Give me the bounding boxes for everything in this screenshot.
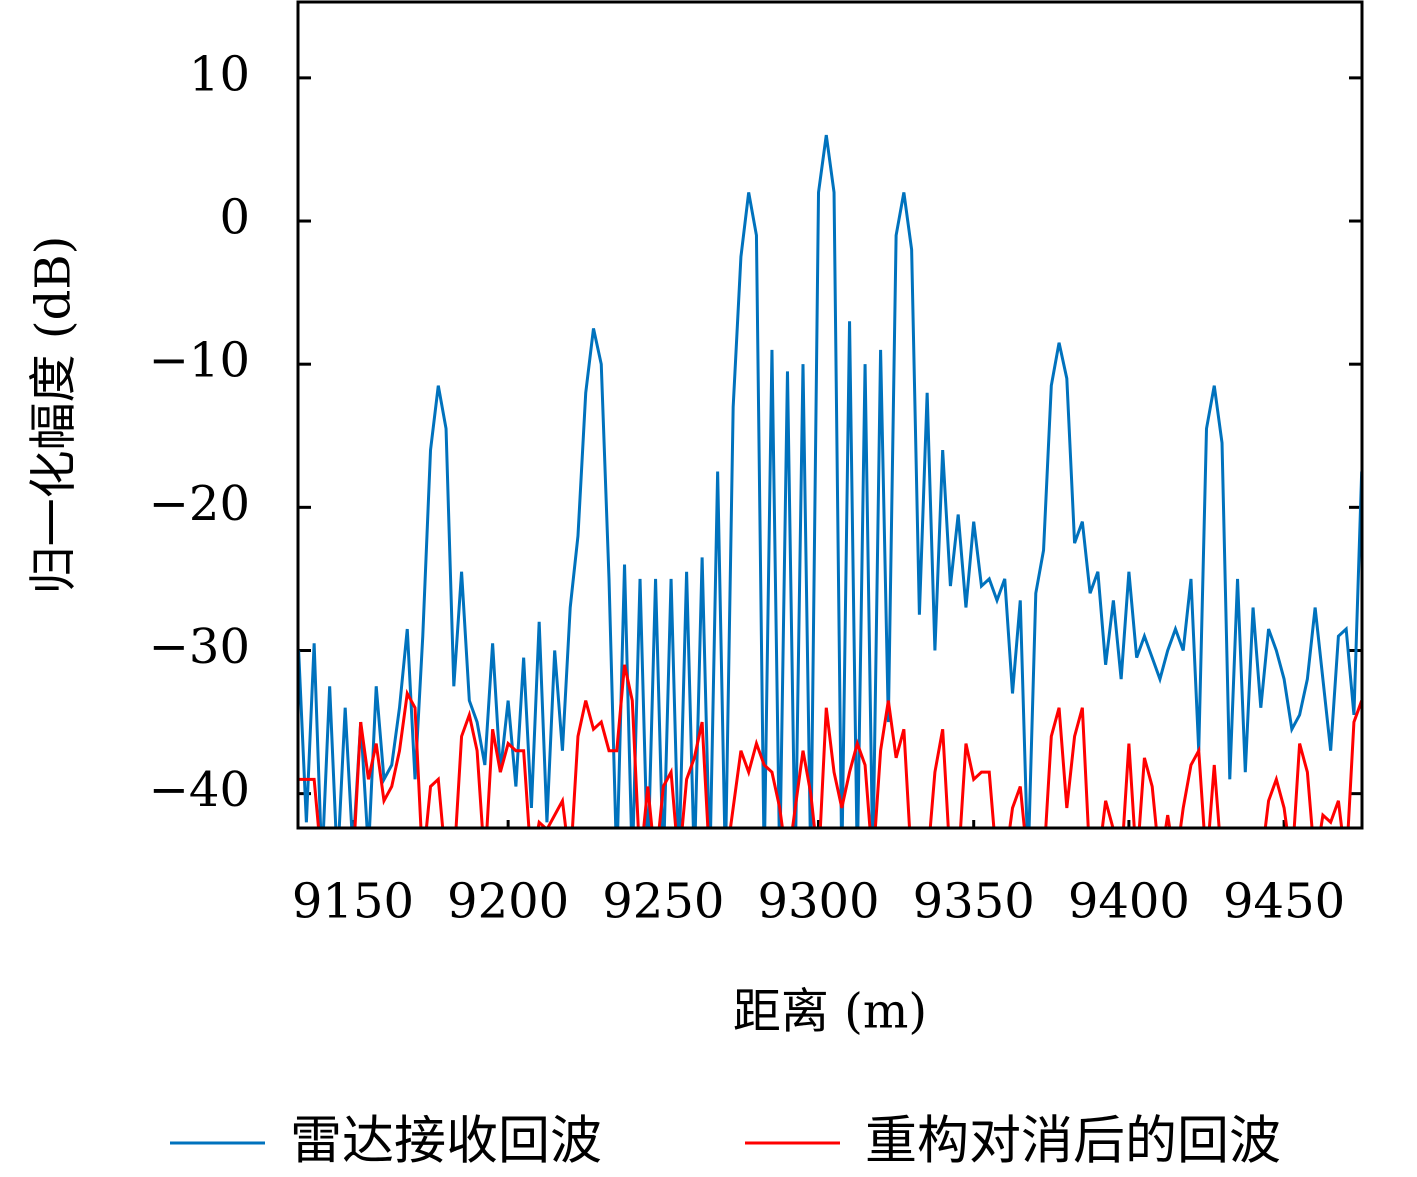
legend-label: 重构对消后的回波 (865, 1112, 1281, 1172)
y-tick-label: 0 (219, 190, 250, 246)
y-tick-label: −40 (149, 762, 250, 818)
data-line (298, 134, 1362, 828)
x-tick-label: 9400 (1068, 874, 1190, 930)
y-tick-label: −10 (149, 333, 250, 389)
x-axis-label: 距离 (m) (733, 984, 927, 1040)
y-axis-label: 归一化幅度 (dB) (26, 236, 82, 595)
legend-label: 雷达接收回波 (290, 1112, 602, 1172)
plot-frame (296, 0, 1364, 830)
x-tick-label: 9350 (913, 874, 1035, 930)
x-tick-label: 9200 (447, 874, 569, 930)
x-tick-label: 9450 (1223, 874, 1345, 930)
y-tick-label: −20 (149, 476, 250, 532)
x-tick-label: 9250 (602, 874, 724, 930)
x-tick-label: 9150 (292, 874, 414, 930)
y-tick-label: −30 (149, 619, 250, 675)
x-tick-label: 9300 (757, 874, 879, 930)
data-line (298, 664, 1362, 828)
y-tick-label: 10 (189, 46, 250, 102)
